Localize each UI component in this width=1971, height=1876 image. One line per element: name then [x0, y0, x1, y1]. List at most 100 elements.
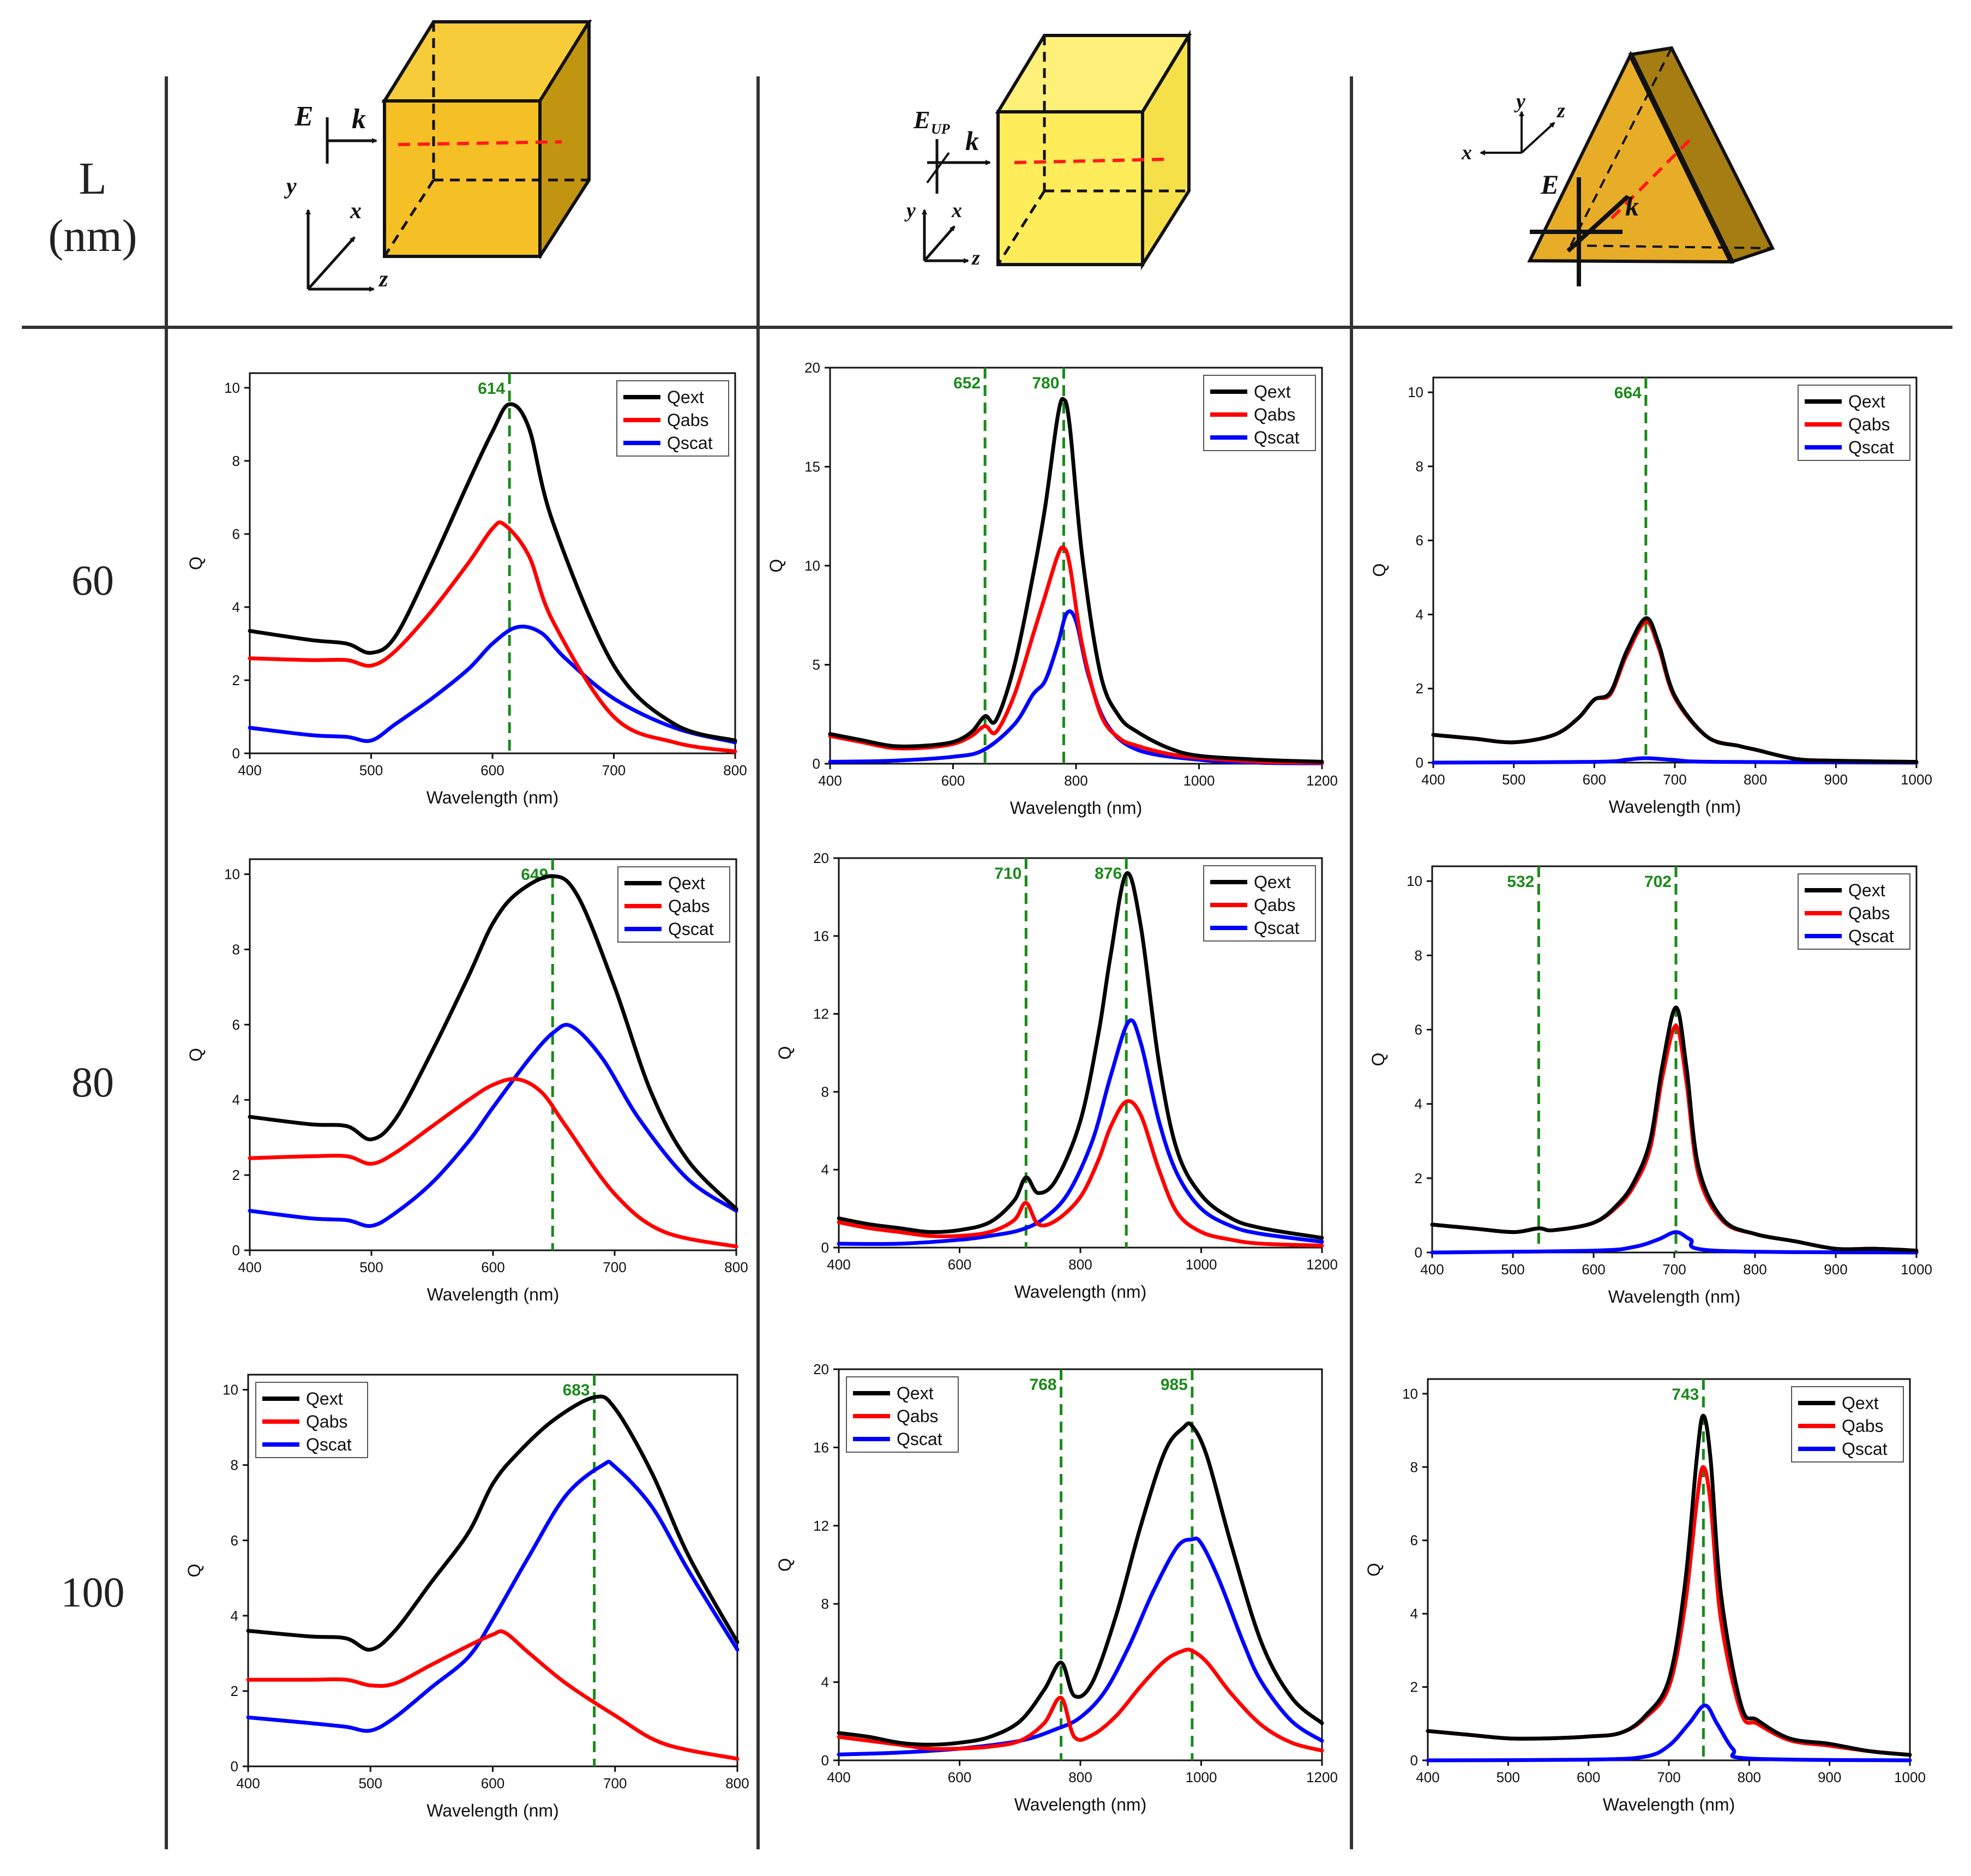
y-tick-label: 0 — [231, 1758, 238, 1775]
x-tick-label: 700 — [602, 762, 626, 778]
x-tick-label: 500 — [1502, 771, 1525, 788]
cube-e-label: E — [294, 101, 314, 132]
y-tick-label: 2 — [1410, 1679, 1418, 1695]
x-tick-label: 500 — [1497, 1769, 1520, 1785]
prism-e-label: E — [1540, 169, 1559, 200]
legend-label-qscat: Qscat — [897, 1429, 942, 1449]
y-tick-label: 12 — [813, 1006, 829, 1022]
series-line-qscat — [246, 1459, 740, 1733]
y-tick-label: 6 — [1415, 1022, 1422, 1038]
x-tick-label: 400 — [1421, 771, 1445, 788]
cube-wave-path — [398, 140, 562, 146]
resonance-marker-label: 532 — [1507, 873, 1534, 891]
resonance-marker-label: 710 — [994, 865, 1021, 883]
series-line-qscat — [248, 625, 737, 745]
x-tick-label: 600 — [481, 1259, 504, 1275]
y-tick-label: 4 — [821, 1161, 829, 1178]
legend-label-qext: Qext — [1254, 382, 1291, 401]
legend-label-qext: Qext — [1848, 880, 1885, 900]
x-tick-label: 700 — [1662, 1261, 1686, 1278]
y-tick-label: 8 — [231, 1457, 238, 1473]
series-line-qext — [248, 402, 737, 742]
y-tick-label: 6 — [232, 1016, 240, 1033]
x-tick-label: 700 — [1663, 771, 1686, 788]
prism-z-axis — [1521, 122, 1555, 154]
y-tick-label: 0 — [1415, 1244, 1422, 1261]
x-tick-label: 400 — [238, 762, 261, 778]
prism-z-label: z — [1556, 99, 1565, 122]
resonance-marker-label: 780 — [1032, 374, 1059, 392]
plot-prism-80: 400 500 600 700 800 900 1000 0 2 4 6 8 10 Wavelength … — [1368, 865, 1932, 1306]
x-axis-label: Wavelength (nm) — [1014, 1282, 1146, 1302]
x-axis-label: Wavelength (nm) — [427, 1285, 559, 1304]
y-axis-label: Q — [1369, 564, 1389, 577]
resonance-marker-label: 702 — [1644, 873, 1672, 891]
y-tick-label: 16 — [813, 928, 829, 944]
y-tick-label: 8 — [821, 1083, 829, 1100]
cube-x-label: x — [350, 199, 362, 224]
row-label-80: 80 — [71, 1058, 114, 1106]
x-tick-label: 600 — [481, 1775, 504, 1791]
y-tick-label: 20 — [813, 1361, 829, 1377]
cuboid-front-face — [996, 110, 1144, 266]
y-tick-label: 8 — [821, 1596, 829, 1612]
x-axis-label: Wavelength (nm) — [1608, 1287, 1740, 1306]
x-tick-label: 800 — [1744, 771, 1767, 788]
legend-label-qext: Qext — [1848, 392, 1885, 411]
legend-label-qabs: Qabs — [1254, 895, 1295, 915]
y-tick-label: 8 — [232, 941, 240, 957]
y-tick-label: 10 — [804, 558, 820, 574]
series-line-qext — [1431, 616, 1919, 764]
legend-label-qscat: Qscat — [306, 1435, 352, 1454]
y-axis-label: Q — [186, 1048, 206, 1062]
series-line-qscat — [837, 1018, 1324, 1246]
x-tick-label: 600 — [941, 772, 965, 789]
x-tick-label: 800 — [725, 1775, 749, 1791]
x-tick-label: 1000 — [1894, 1769, 1926, 1785]
y-tick-label: 6 — [232, 526, 240, 542]
x-tick-label: 1200 — [1306, 1769, 1338, 1785]
series-line-qext — [248, 874, 738, 1211]
plot-cuboid-80: 400 600 800 1000 1200 0 4 8 12 16 20 Wavelength (nm… — [775, 850, 1338, 1302]
legend-label-qscat: Qscat — [1254, 428, 1300, 447]
row-label-60: 60 — [71, 556, 114, 604]
legend-label-qext: Qext — [1842, 1393, 1879, 1413]
x-tick-label: 600 — [1583, 771, 1606, 788]
resonance-marker-label: 683 — [563, 1381, 590, 1399]
plot-cuboid-60: 400 600 800 1000 1200 0 5 10 15 20 Wavelength (nm)… — [766, 359, 1338, 818]
series-line-qscat — [1426, 1703, 1912, 1763]
plot-cube-60: 400 500 600 700 800 0 2 4 6 8 10 Wavelength (nm) Q 61… — [186, 372, 747, 807]
x-tick-label: 600 — [480, 762, 504, 778]
x-tick-label: 400 — [827, 1769, 850, 1785]
series-line-qscat — [828, 609, 1324, 765]
legend-label-qabs: Qabs — [668, 896, 710, 916]
x-tick-label: 400 — [1416, 1769, 1439, 1785]
x-tick-label: 500 — [359, 762, 383, 778]
series-line-qscat — [1430, 1230, 1919, 1255]
cube-front-face — [383, 99, 542, 258]
cube-diagram: E k y x z — [284, 19, 592, 292]
y-axis-label: Q — [1368, 1053, 1388, 1066]
x-tick-label: 800 — [1068, 1256, 1092, 1273]
x-tick-label: 400 — [827, 1256, 850, 1273]
y-tick-label: 16 — [813, 1439, 829, 1455]
y-axis-label: Q — [775, 1558, 795, 1572]
series-line-qext — [246, 1394, 740, 1652]
y-tick-label: 10 — [1408, 384, 1423, 400]
legend-label-qscat: Qscat — [1848, 437, 1894, 457]
y-tick-label: 4 — [1410, 1605, 1418, 1622]
cuboid-wave-path — [1014, 158, 1165, 164]
y-tick-label: 10 — [1402, 1386, 1418, 1402]
legend-label-qscat: Qscat — [1254, 918, 1300, 938]
legend-label-qext: Qext — [667, 387, 704, 407]
legend-label-qext: Qext — [668, 873, 705, 893]
series-line-qext — [837, 1421, 1324, 1747]
y-axis-label: Q — [184, 1564, 204, 1578]
cuboid-y-label: y — [904, 199, 916, 222]
y-tick-label: 10 — [224, 380, 240, 396]
y-tick-label: 0 — [821, 1239, 829, 1256]
x-tick-label: 800 — [723, 762, 747, 778]
y-axis-label: Q — [186, 556, 206, 570]
